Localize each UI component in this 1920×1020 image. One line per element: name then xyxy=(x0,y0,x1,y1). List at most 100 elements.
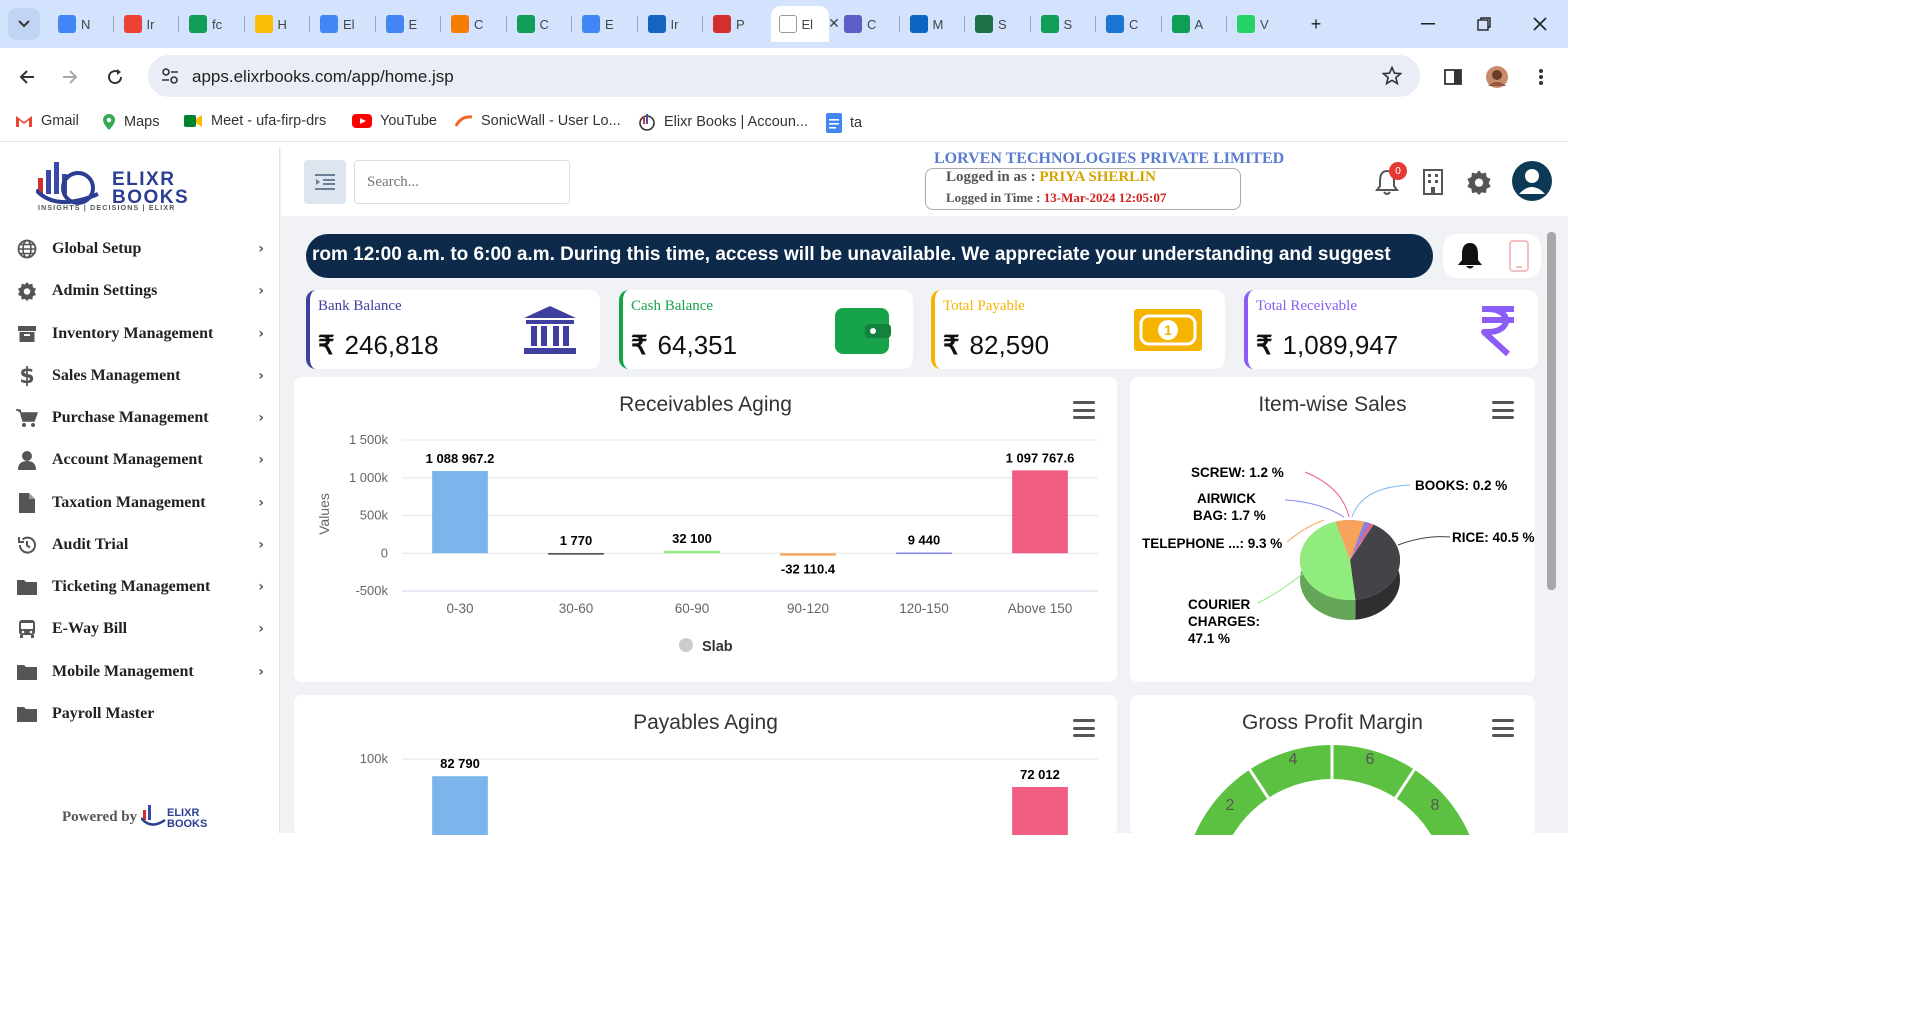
browser-tab[interactable]: N xyxy=(50,6,112,42)
back-icon[interactable] xyxy=(12,62,42,92)
pie-slice xyxy=(1300,521,1356,600)
mobile-icon[interactable] xyxy=(1508,240,1529,272)
cross-icon xyxy=(647,15,666,33)
bookmark-meet[interactable]: Meet - ufa-firp-drs xyxy=(183,113,326,129)
browser-tab[interactable]: S xyxy=(1033,6,1095,42)
browser-tab[interactable]: P xyxy=(705,6,767,42)
tab-search-button[interactable] xyxy=(8,8,40,40)
sidebar-item-audit-trial[interactable]: Audit Trial › xyxy=(16,530,264,560)
archive-icon xyxy=(16,323,38,345)
browser-tab[interactable]: V xyxy=(1229,6,1291,42)
sidebar-item-admin-settings[interactable]: Admin Settings › xyxy=(16,276,264,306)
profile-avatar[interactable] xyxy=(1482,62,1512,92)
browser-tab[interactable]: E xyxy=(378,6,440,42)
sidebar-item-label: Mobile Management xyxy=(52,663,194,680)
close-tab-icon[interactable]: ✕ xyxy=(828,16,840,32)
chart-menu-icon[interactable] xyxy=(1073,401,1095,419)
meet-icon xyxy=(184,115,202,127)
restore-icon[interactable] xyxy=(1470,10,1498,38)
browser-tab[interactable]: S xyxy=(967,6,1029,42)
tab-label: fc xyxy=(212,16,223,32)
browser-tab[interactable]: H xyxy=(247,6,309,42)
side-panel-icon[interactable] xyxy=(1438,62,1468,92)
svg-text:BOOKS: BOOKS xyxy=(167,818,207,830)
bookmark-sonicwall[interactable]: SonicWall - User Lo... xyxy=(455,113,621,129)
pie-data-label: SCREW: 1.2 % xyxy=(1191,465,1284,480)
bookmark-maps[interactable]: Maps xyxy=(102,113,159,131)
address-bar[interactable]: apps.elixrbooks.com/app/home.jsp xyxy=(148,55,1420,97)
card-total-receivable[interactable]: Total Receivable ₹1,089,947 xyxy=(1244,290,1538,369)
sidebar-item-payroll-master[interactable]: Payroll Master xyxy=(16,699,264,729)
notifications-button[interactable]: 0 xyxy=(1371,162,1407,200)
browser-tab[interactable]: El xyxy=(312,6,374,42)
browser-tab[interactable]: C xyxy=(509,6,571,42)
sidebar-item-taxation-management[interactable]: Taxation Management › xyxy=(16,488,264,518)
sidebar-item-eway-bill[interactable]: E-Way Bill › xyxy=(16,614,264,644)
card-total-payable[interactable]: Total Payable ₹82,590 1 xyxy=(931,290,1225,369)
globe-icon xyxy=(16,238,38,260)
bell-filled-icon[interactable] xyxy=(1456,241,1484,271)
data-label: 1 770 xyxy=(560,533,593,548)
dollar-icon: $ xyxy=(19,363,35,389)
browser-tab[interactable]: Ir xyxy=(116,6,178,42)
bookmark-gmail[interactable]: Gmail xyxy=(15,113,79,129)
minimize-icon[interactable] xyxy=(1414,10,1442,38)
star-icon[interactable] xyxy=(1382,66,1402,86)
card-value: ₹1,089,947 xyxy=(1256,330,1398,361)
sidebar-item-sales-management[interactable]: $ Sales Management › xyxy=(16,361,264,391)
bank-icon xyxy=(524,306,576,354)
tab-separator xyxy=(309,16,310,32)
reload-icon[interactable] xyxy=(100,62,130,92)
search-input[interactable] xyxy=(354,160,570,204)
browser-tab[interactable]: A xyxy=(1164,6,1226,42)
user-avatar[interactable] xyxy=(1511,160,1553,202)
url-text: apps.elixrbooks.com/app/home.jsp xyxy=(192,67,454,86)
site-settings-icon[interactable] xyxy=(161,67,179,85)
browser-tab[interactable]: C xyxy=(836,6,898,42)
gauge-tick-label: 2 xyxy=(1226,797,1235,814)
card-bank-balance[interactable]: Bank Balance ₹246,818 xyxy=(306,290,600,369)
new-tab-button[interactable]: + xyxy=(1310,13,1322,34)
building-icon[interactable] xyxy=(1417,164,1449,200)
browser-tab[interactable]: E xyxy=(574,6,636,42)
more-menu-icon[interactable] xyxy=(1526,62,1556,92)
forward-icon[interactable] xyxy=(55,62,85,92)
card-cash-balance[interactable]: Cash Balance ₹64,351 xyxy=(619,290,913,369)
sidebar-item-ticketing-management[interactable]: Ticketing Management › xyxy=(16,572,264,602)
ticker-controls xyxy=(1443,234,1541,278)
chevron-down-icon xyxy=(18,20,30,28)
bookmark-youtube[interactable]: YouTube xyxy=(352,113,437,129)
sidebar-item-inventory-management[interactable]: Inventory Management › xyxy=(16,319,264,349)
bar xyxy=(548,553,604,555)
browser-tab[interactable]: fc xyxy=(181,6,243,42)
sidebar-item-account-management[interactable]: Account Management › xyxy=(16,445,264,475)
elixr-books-logo[interactable]: ELIXR BOOKS INSIGHTS | DECISIONS | ELIXR xyxy=(34,160,246,212)
bookmark-elixr[interactable]: Elixr Books | Accoun... xyxy=(638,113,808,131)
sidebar-item-mobile-management[interactable]: Mobile Management › xyxy=(16,657,264,687)
browser-tab[interactable]: Ir xyxy=(640,6,702,42)
chevron-right-icon: › xyxy=(258,495,264,511)
chevron-right-icon: › xyxy=(258,410,264,426)
bookmark-ta[interactable]: ta xyxy=(826,113,862,133)
chart-menu-icon[interactable] xyxy=(1492,719,1514,737)
settings-gear-icon[interactable] xyxy=(1463,164,1495,200)
browser-tab[interactable]: El ✕ xyxy=(770,6,840,42)
chart-title: Receivables Aging xyxy=(619,393,792,416)
scrollbar-thumb[interactable] xyxy=(1547,232,1556,590)
browser-tab[interactable]: C xyxy=(1098,6,1160,42)
card-amount: 82,590 xyxy=(969,330,1050,360)
tab-label: Ir xyxy=(146,16,155,32)
chart-menu-icon[interactable] xyxy=(1073,719,1095,737)
browser-tab[interactable]: M xyxy=(902,6,964,42)
sidebar-item-purchase-management[interactable]: Purchase Management › xyxy=(16,403,264,433)
menu-toggle-button[interactable] xyxy=(304,160,346,204)
chart-menu-icon[interactable] xyxy=(1492,401,1514,419)
tab-label: C xyxy=(474,16,484,32)
pie-connector xyxy=(1397,536,1451,546)
gauge-tick xyxy=(1248,768,1270,799)
browser-tab[interactable]: C xyxy=(443,6,505,42)
close-window-icon[interactable] xyxy=(1526,10,1554,38)
user-icon xyxy=(16,449,38,471)
sidebar-item-global-setup[interactable]: Global Setup › xyxy=(16,234,264,264)
